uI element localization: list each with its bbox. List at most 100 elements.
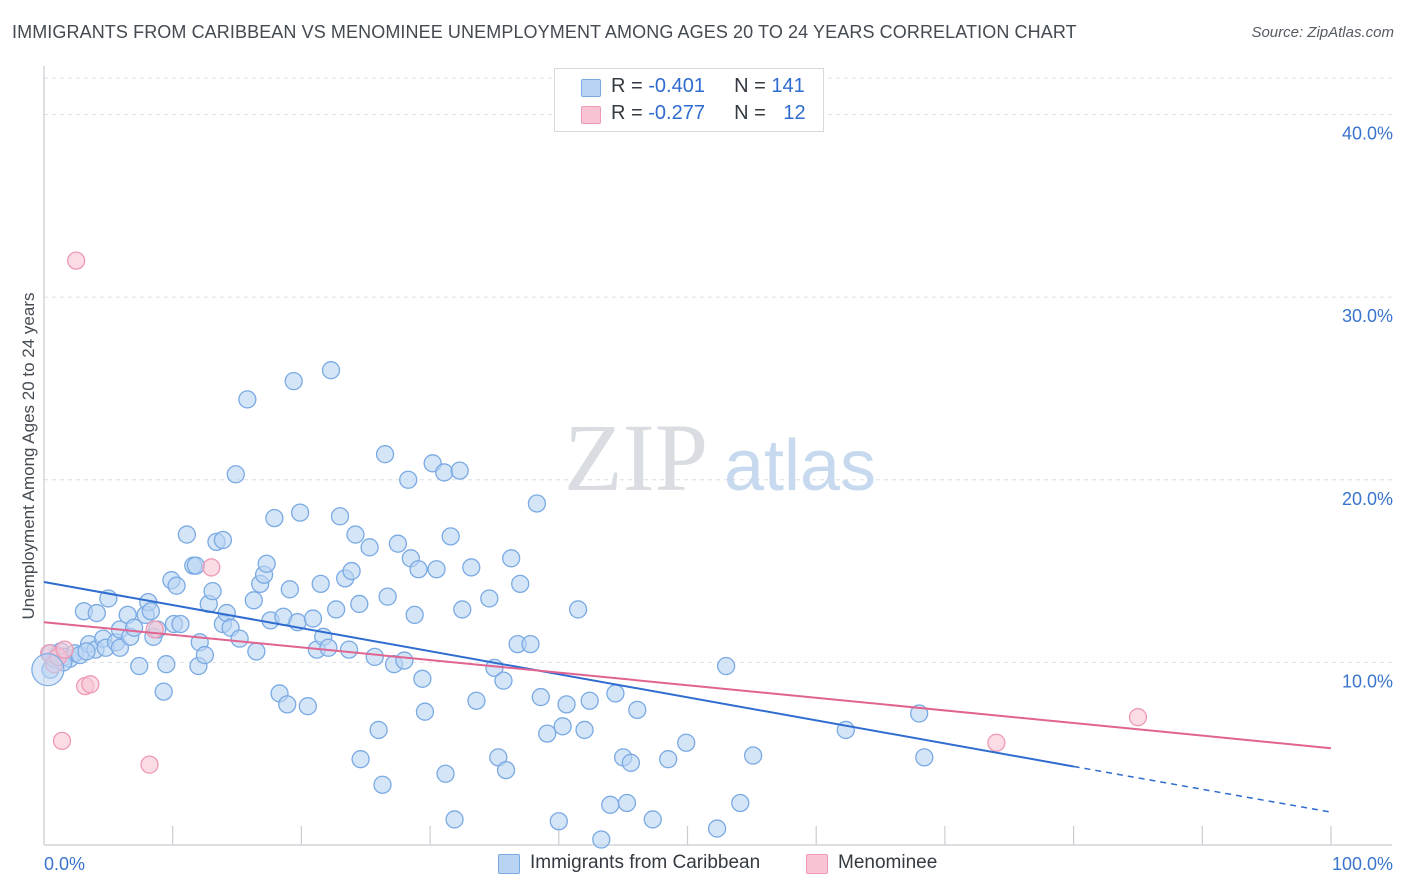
- stats-legend: R = -0.401 N = 141 R = -0.277 N = 12: [554, 68, 824, 132]
- caribbean-point: [413, 669, 432, 688]
- caribbean-point: [427, 560, 446, 579]
- legend-n-label: N =: [734, 102, 772, 124]
- caribbean-point: [278, 695, 297, 714]
- caribbean-point: [531, 687, 550, 707]
- legend-r-value: -0.401: [648, 75, 705, 97]
- watermark-zip: ZIP: [564, 404, 708, 511]
- caribbean-point: [157, 655, 176, 674]
- caribbean-point: [409, 560, 428, 579]
- caribbean-point: [177, 525, 197, 544]
- caribbean-point: [257, 554, 276, 573]
- legend-swatch-menominee: [581, 106, 601, 124]
- caribbean-point: [186, 556, 206, 575]
- watermark-atlas: atlas: [724, 426, 876, 506]
- caribbean-point: [360, 538, 379, 557]
- caribbean-point: [247, 642, 266, 661]
- caribbean-point: [677, 733, 696, 752]
- caribbean-point: [339, 640, 359, 659]
- caribbean-point: [628, 700, 647, 720]
- bottom-legend-label-menominee: Menominee: [838, 852, 938, 873]
- caribbean-point: [321, 361, 341, 380]
- bottom-legend-swatch-caribbean: [498, 854, 520, 874]
- caribbean-point: [617, 793, 637, 813]
- data-points: [31, 251, 1148, 849]
- caribbean-point: [195, 645, 215, 665]
- caribbean-point: [453, 600, 472, 619]
- caribbean-point: [141, 602, 160, 621]
- menominee-point: [1128, 708, 1148, 727]
- y-tick-label: 30.0%: [1342, 306, 1393, 326]
- caribbean-point: [527, 494, 547, 513]
- caribbean-point: [342, 561, 361, 581]
- legend-swatch-caribbean: [581, 79, 601, 97]
- caribbean-point: [350, 594, 369, 614]
- caribbean-point: [77, 642, 96, 661]
- caribbean-point: [226, 465, 245, 484]
- caribbean-trend-line: [43, 581, 1074, 768]
- menominee-point: [202, 558, 221, 577]
- caribbean-point: [502, 549, 521, 568]
- caribbean-point: [601, 795, 620, 814]
- source-label: Source: ZipAtlas.com: [1251, 24, 1394, 41]
- tick-labels: 10.0% 20.0% 30.0% 40.0% 0.0% 100.0%: [44, 124, 1393, 874]
- menominee-trend-line: [43, 621, 1332, 750]
- caribbean-cluster-point: [31, 653, 65, 687]
- caribbean-point: [557, 695, 576, 714]
- caribbean-point: [319, 638, 338, 657]
- caribbean-point: [365, 647, 384, 667]
- caribbean-point: [265, 508, 284, 528]
- gridlines: [44, 77, 1392, 663]
- caribbean-point: [538, 724, 557, 743]
- legend-n-label: N =: [734, 75, 772, 97]
- caribbean-point: [549, 812, 568, 831]
- caribbean-point: [130, 656, 149, 676]
- caribbean-point: [238, 390, 257, 409]
- caribbean-point: [731, 793, 750, 813]
- menominee-point: [52, 731, 72, 751]
- caribbean-point: [621, 753, 641, 772]
- caribbean-point: [395, 651, 414, 670]
- y-tick-label: 40.0%: [1342, 124, 1393, 144]
- axes: [43, 66, 1392, 846]
- menominee-point: [81, 675, 100, 694]
- y-tick-label: 10.0%: [1342, 671, 1393, 691]
- caribbean-point: [213, 530, 233, 550]
- caribbean-point: [373, 775, 392, 794]
- caribbean-point: [378, 587, 397, 606]
- caribbean-point: [435, 463, 454, 482]
- watermark: ZIP atlas: [564, 404, 876, 511]
- trend-lines: [43, 581, 1332, 813]
- x-tick-label-max: 100.0%: [1332, 854, 1393, 874]
- menominee-point: [145, 620, 164, 639]
- caribbean-point: [230, 629, 249, 648]
- caribbean-point: [351, 750, 370, 769]
- caribbean-point: [496, 760, 516, 780]
- caribbean-point: [436, 764, 455, 783]
- caribbean-point: [580, 691, 599, 710]
- legend-n-value: 12: [783, 102, 806, 124]
- legend-r-label: R =: [611, 75, 649, 97]
- caribbean-point: [716, 656, 736, 676]
- caribbean-point: [707, 819, 727, 838]
- caribbean-point: [303, 609, 323, 628]
- y-axis-label: Unemployment Among Ages 20 to 24 years: [19, 292, 38, 620]
- caribbean-point: [284, 371, 303, 391]
- menominee-point: [987, 733, 1006, 752]
- caribbean-point: [659, 750, 678, 769]
- caribbean-point: [399, 470, 418, 489]
- menominee-point: [140, 755, 159, 774]
- y-tick-label: 20.0%: [1342, 489, 1393, 509]
- caribbean-point: [743, 746, 763, 765]
- caribbean-point: [462, 558, 481, 577]
- caribbean-point: [553, 717, 572, 736]
- caribbean-point: [450, 461, 469, 480]
- caribbean-point: [330, 507, 350, 526]
- caribbean-point: [592, 830, 611, 849]
- x-tick-label-min: 0.0%: [44, 854, 85, 874]
- caribbean-point: [203, 582, 222, 601]
- caribbean-point: [441, 527, 460, 546]
- caribbean-point: [415, 702, 435, 721]
- menominee-point: [55, 640, 74, 659]
- caribbean-point: [375, 445, 395, 464]
